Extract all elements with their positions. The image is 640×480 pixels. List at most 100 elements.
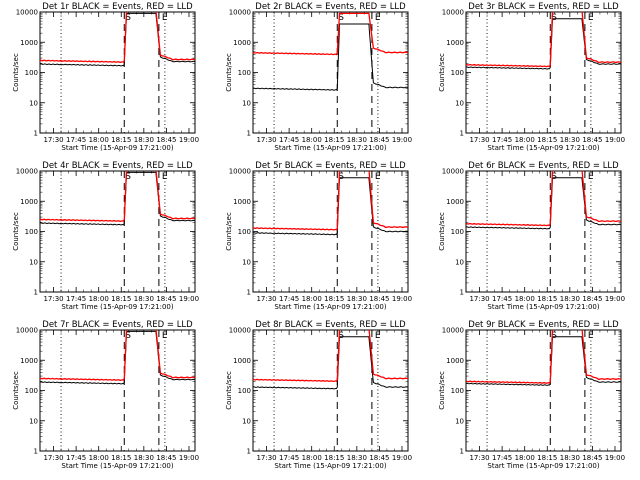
x-tick-label: 18:00 [89, 454, 109, 462]
y-tick-label: 1000 [20, 357, 38, 365]
x-tick-label: 18:15 [324, 454, 344, 462]
x-tick-label: 17:45 [279, 295, 299, 303]
start-marker-label: S [338, 172, 344, 182]
x-tick-label: 17:30 [469, 454, 489, 462]
y-axis-label: Counts/sec [225, 371, 233, 410]
x-tick-label: 18:30 [134, 454, 154, 462]
x-tick-label: 17:30 [256, 295, 276, 303]
y-tick-label: 100 [238, 387, 251, 395]
x-tick-label: 18:45 [156, 454, 176, 462]
end-marker-label: E [588, 172, 594, 182]
y-tick-label: 10000 [16, 168, 38, 176]
series-line-events [40, 330, 195, 385]
start-marker-label: S [551, 13, 557, 23]
y-tick-label: 1 [460, 448, 464, 456]
panel-9: Det 9r BLACK = Events, RED = LLD 1 10 100 10… [438, 320, 625, 470]
x-tick-label: 19:00 [392, 136, 412, 144]
y-tick-label: 10 [455, 99, 464, 107]
y-tick-label: 10000 [442, 168, 464, 176]
y-tick-label: 1000 [233, 198, 251, 206]
series-line-lld [40, 330, 195, 382]
x-tick-label: 18:15 [537, 295, 557, 303]
x-tick-label: 18:15 [537, 136, 557, 144]
x-tick-label: 19:00 [605, 136, 625, 144]
y-tick-label: 100 [238, 69, 251, 77]
start-marker-label: S [551, 172, 557, 182]
x-tick-label: 17:30 [256, 136, 276, 144]
x-tick-label: 18:00 [302, 295, 322, 303]
x-axis-label: Start Time (15-Apr-09 17:21:00) [61, 303, 173, 311]
y-tick-label: 100 [451, 387, 464, 395]
plot-frame [465, 11, 622, 134]
series-line-lld [253, 12, 408, 56]
panel-title: Det 2r BLACK = Events, RED = LLD [255, 2, 406, 12]
x-tick-label: 18:45 [369, 295, 389, 303]
panel-title: Det 6r BLACK = Events, RED = LLD [468, 161, 619, 171]
series-line-lld [40, 171, 195, 223]
x-tick-label: 17:45 [492, 295, 512, 303]
x-tick-label: 17:45 [66, 136, 86, 144]
x-tick-label: 18:30 [560, 454, 580, 462]
panel-1: Det 1r BLACK = Events, RED = LLD 1 10 100 10… [12, 2, 199, 152]
y-tick-label: 1 [247, 448, 251, 456]
x-tick-label: 18:45 [582, 295, 602, 303]
x-tick-label: 18:00 [515, 295, 535, 303]
x-tick-label: 17:45 [279, 136, 299, 144]
x-tick-label: 18:30 [560, 295, 580, 303]
series-line-lld [466, 330, 621, 384]
x-tick-label: 18:00 [515, 136, 535, 144]
plot-frame [39, 329, 196, 452]
y-tick-label: 10 [242, 258, 251, 266]
x-axis-label: Start Time (15-Apr-09 17:21:00) [487, 462, 599, 470]
y-tick-label: 1000 [20, 39, 38, 47]
series-line-events [466, 177, 621, 230]
x-tick-label: 17:30 [469, 295, 489, 303]
panel-title: Det 4r BLACK = Events, RED = LLD [42, 161, 193, 171]
x-tick-label: 19:00 [605, 454, 625, 462]
x-tick-label: 18:45 [156, 136, 176, 144]
y-tick-label: 10 [29, 99, 38, 107]
x-tick-label: 17:30 [256, 454, 276, 462]
panel-7: Det 7r BLACK = Events, RED = LLD 1 10 100 10… [12, 320, 199, 470]
x-tick-label: 18:00 [302, 454, 322, 462]
panel-title: Det 7r BLACK = Events, RED = LLD [42, 320, 193, 330]
plot-frame [465, 170, 622, 293]
end-marker-label: E [375, 331, 381, 341]
y-axis-label: Counts/sec [12, 53, 20, 92]
x-tick-label: 17:30 [43, 295, 63, 303]
x-tick-label: 18:15 [537, 454, 557, 462]
x-tick-label: 19:00 [179, 295, 199, 303]
end-marker-label: E [162, 172, 168, 182]
panel-6: Det 6r BLACK = Events, RED = LLD 1 10 100 10… [438, 161, 625, 311]
x-axis-label: Start Time (15-Apr-09 17:21:00) [274, 462, 386, 470]
x-tick-label: 17:30 [43, 454, 63, 462]
end-marker-label: E [162, 331, 168, 341]
x-axis-label: Start Time (15-Apr-09 17:21:00) [487, 303, 599, 311]
y-tick-label: 10 [242, 417, 251, 425]
x-tick-label: 18:15 [324, 136, 344, 144]
y-tick-label: 10000 [442, 9, 464, 17]
start-marker-label: S [125, 13, 131, 23]
x-tick-label: 18:00 [302, 136, 322, 144]
panel-title: Det 9r BLACK = Events, RED = LLD [468, 320, 619, 330]
series-line-events [40, 12, 195, 67]
x-tick-label: 17:30 [469, 136, 489, 144]
x-tick-label: 18:30 [134, 295, 154, 303]
y-tick-label: 1000 [446, 39, 464, 47]
y-tick-label: 10000 [16, 9, 38, 17]
y-tick-label: 1000 [446, 198, 464, 206]
series-line-events [253, 336, 408, 390]
y-tick-label: 1000 [446, 357, 464, 365]
panel-title: Det 1r BLACK = Events, RED = LLD [42, 2, 193, 12]
plot-frame [465, 329, 622, 452]
x-tick-label: 19:00 [179, 136, 199, 144]
plot-frame [39, 11, 196, 134]
y-tick-label: 1 [460, 130, 464, 138]
y-tick-label: 100 [451, 69, 464, 77]
y-tick-label: 100 [25, 69, 38, 77]
panel-3: Det 3r BLACK = Events, RED = LLD 1 10 100 10… [438, 2, 625, 152]
end-marker-label: E [162, 13, 168, 23]
x-tick-label: 18:15 [111, 454, 131, 462]
y-tick-label: 100 [25, 387, 38, 395]
plot-frame [252, 329, 409, 452]
